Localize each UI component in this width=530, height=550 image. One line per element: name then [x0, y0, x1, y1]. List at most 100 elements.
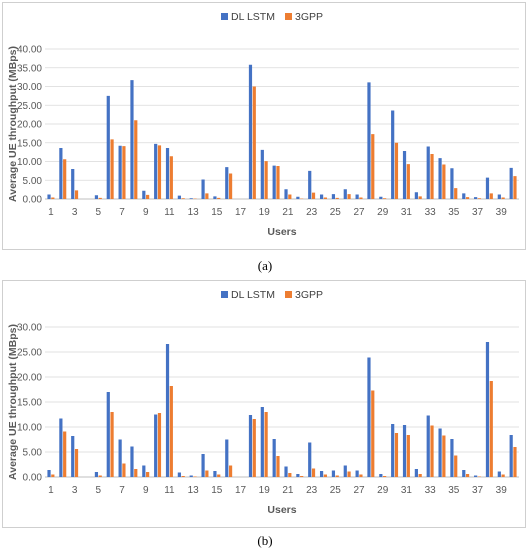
bar-dl-lstm-user-2: [59, 418, 63, 477]
bar-dl-lstm-user-37: [474, 475, 478, 477]
y-tick-label: 20.00: [17, 373, 42, 384]
x-tick-label: 25: [330, 207, 342, 218]
bar-3gpp-user-14: [205, 470, 209, 477]
bar-3gpp-user-12: [181, 476, 185, 477]
bar-dl-lstm-user-19: [260, 149, 264, 199]
bar-dl-lstm-user-19: [260, 407, 264, 477]
bar-3gpp-user-5: [98, 197, 102, 199]
bar-3gpp-user-32: [418, 474, 422, 477]
bar-3gpp-user-2: [63, 159, 67, 199]
y-axis-title: Average UE throughput (MBps): [7, 324, 19, 480]
bar-dl-lstm-user-28: [367, 357, 371, 477]
bar-dl-lstm-user-26: [343, 465, 347, 477]
bar-dl-lstm-user-40: [509, 435, 513, 477]
bar-3gpp-user-26: [347, 194, 351, 199]
bar-dl-lstm-user-33: [426, 415, 430, 477]
bar-dl-lstm-user-32: [414, 192, 418, 199]
bar-3gpp-user-6: [110, 139, 114, 199]
bar-dl-lstm-user-14: [201, 179, 205, 199]
y-tick-label: 0.00: [23, 473, 43, 484]
bar-3gpp-user-21: [288, 473, 292, 477]
legend-swatch-3gpp: [285, 13, 292, 20]
bar-3gpp-user-10: [157, 413, 162, 477]
x-axis-title: Users: [267, 226, 296, 238]
bar-dl-lstm-user-31: [402, 151, 407, 199]
bar-dl-lstm-user-15: [213, 196, 217, 199]
bar-dl-lstm-user-9: [142, 190, 146, 199]
bar-dl-lstm-user-31: [402, 425, 407, 477]
x-tick-label: 23: [306, 207, 318, 218]
y-axis-title: Average UE throughput (MBps): [7, 46, 19, 202]
bar-3gpp-user-9: [146, 194, 150, 199]
bar-3gpp-user-35: [454, 188, 458, 199]
figure-label-a: (a): [257, 258, 273, 273]
bar-dl-lstm-user-39: [497, 471, 501, 477]
bar-3gpp-user-25: [335, 475, 339, 477]
bar-dl-lstm-user-1: [47, 470, 51, 477]
bar-3gpp-user-38: [489, 193, 493, 199]
bar-dl-lstm-user-7: [118, 439, 122, 477]
y-tick-label: 15.00: [17, 398, 42, 409]
bar-3gpp-user-24: [323, 474, 327, 477]
bar-3gpp-user-25: [335, 197, 339, 199]
x-tick-label: 19: [259, 207, 271, 218]
x-tick-label: 15: [211, 485, 223, 496]
bar-3gpp-user-31: [406, 435, 410, 477]
x-tick-label: 13: [188, 207, 200, 218]
bar-dl-lstm-user-22: [296, 474, 300, 477]
bar-3gpp-user-18: [252, 419, 256, 477]
bar-3gpp-user-10: [157, 145, 162, 199]
bar-dl-lstm-user-1: [47, 194, 51, 199]
y-tick-label: 20.00: [17, 120, 42, 131]
bar-3gpp-user-16: [228, 465, 233, 477]
bar-3gpp-user-33: [430, 154, 434, 199]
bar-3gpp-user-40: [513, 176, 517, 199]
x-tick-label: 17: [235, 485, 247, 496]
bar-3gpp-user-12: [181, 198, 185, 199]
x-tick-label: 29: [377, 485, 389, 496]
bar-3gpp-user-11: [169, 156, 173, 199]
y-tick-label: 30.00: [17, 323, 42, 334]
bar-3gpp-user-8: [134, 120, 138, 199]
bar-3gpp-user-15: [217, 474, 221, 477]
x-tick-label: 17: [235, 207, 247, 218]
bar-3gpp-user-38: [489, 381, 493, 477]
x-tick-label: 35: [448, 485, 460, 496]
x-tick-label: 1: [48, 485, 54, 496]
bar-dl-lstm-user-10: [154, 143, 158, 199]
bar-dl-lstm-user-23: [308, 170, 312, 199]
bar-3gpp-user-26: [347, 471, 351, 477]
x-tick-label: 9: [143, 485, 149, 496]
bar-dl-lstm-user-40: [509, 167, 513, 199]
bar-dl-lstm-user-26: [343, 189, 347, 199]
bar-dl-lstm-user-18: [248, 415, 253, 477]
bar-3gpp-user-21: [288, 194, 292, 199]
bar-3gpp-user-15: [217, 197, 221, 199]
bar-dl-lstm-user-24: [319, 194, 324, 199]
x-tick-label: 5: [96, 485, 102, 496]
bar-3gpp-user-3: [74, 449, 79, 477]
bar-3gpp-user-32: [418, 196, 422, 199]
bar-dl-lstm-user-16: [225, 439, 229, 477]
bar-dl-lstm-user-11: [165, 344, 170, 477]
bar-dl-lstm-user-35: [450, 439, 454, 477]
bar-3gpp-user-19: [264, 161, 268, 199]
bar-3gpp-user-14: [205, 193, 209, 199]
bar-3gpp-user-27: [359, 197, 363, 199]
x-tick-label: 13: [188, 485, 200, 496]
legend-label-3gpp: 3GPP: [295, 289, 323, 301]
x-tick-label: 27: [353, 207, 365, 218]
bar-dl-lstm-user-25: [331, 194, 336, 199]
bar-3gpp-user-29: [383, 198, 387, 199]
legend-label-3gpp: 3GPP: [295, 11, 323, 23]
bar-dl-lstm-user-32: [414, 469, 418, 477]
bar-dl-lstm-user-33: [426, 146, 430, 199]
bar-dl-lstm-user-30: [391, 424, 395, 477]
bar-3gpp-user-6: [110, 412, 114, 477]
y-tick-label: 35.00: [17, 63, 42, 74]
bar-3gpp-user-20: [276, 456, 280, 477]
chart-panel-a: 0.00 5.00 10.00 15.00 20.00 25.00 30.00 35.00 40…: [2, 2, 526, 250]
bar-dl-lstm-user-9: [142, 465, 146, 477]
bar-dl-lstm-user-12: [177, 472, 181, 477]
bar-3gpp-user-9: [146, 472, 150, 477]
